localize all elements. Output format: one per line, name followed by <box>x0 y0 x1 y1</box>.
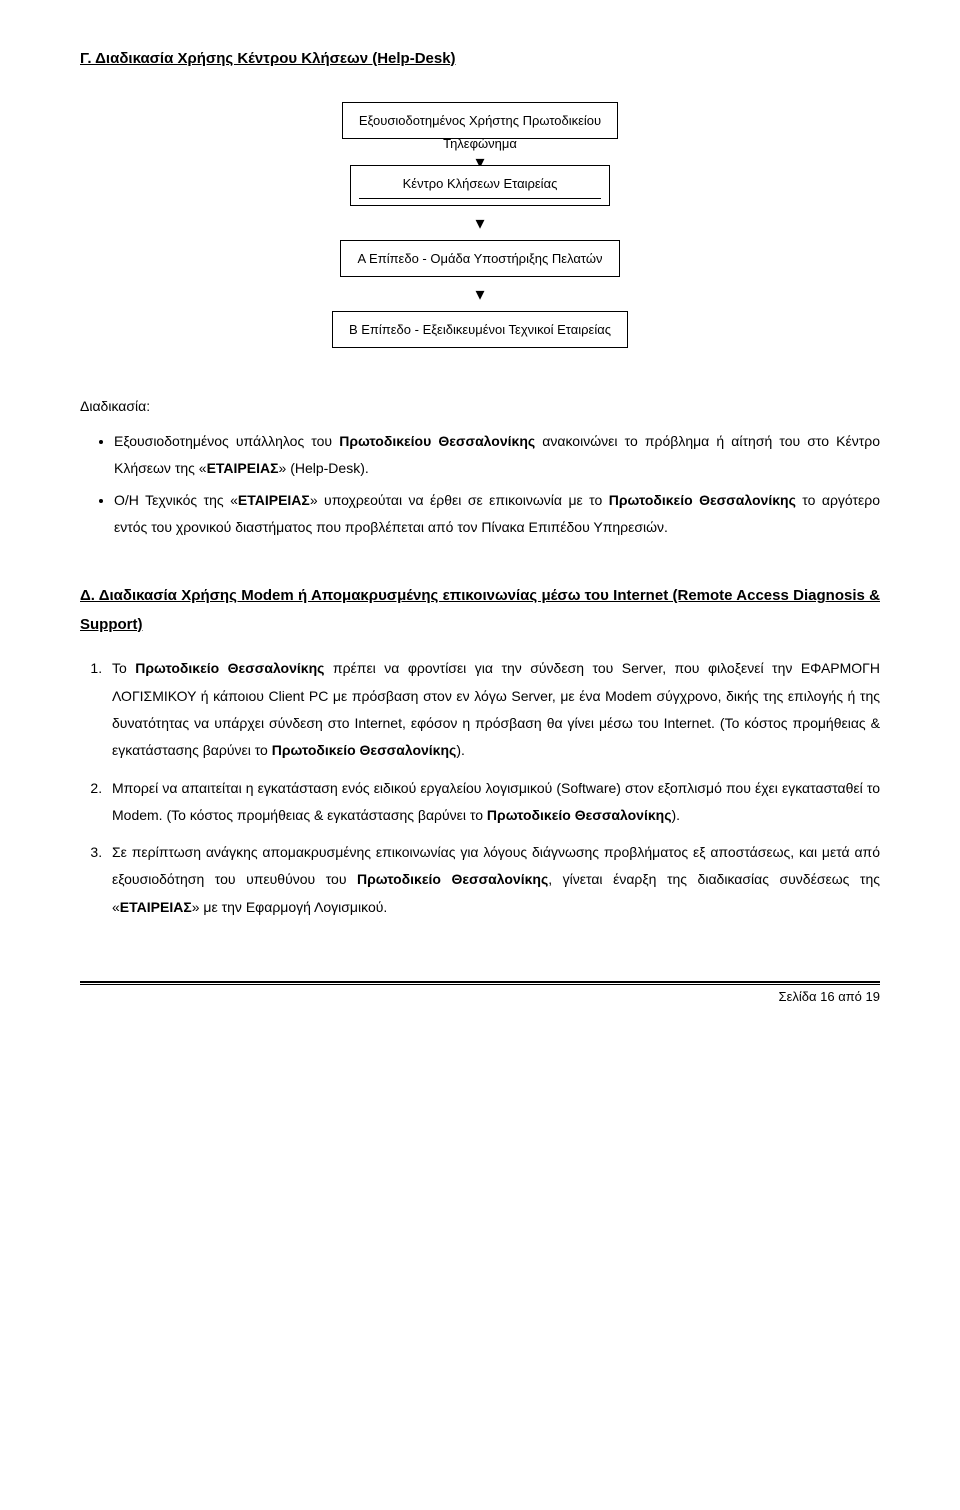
page-number: Σελίδα 16 από 19 <box>80 984 880 1004</box>
procedure-bullets: Εξουσιοδοτημένος υπάλληλος του Πρωτοδικε… <box>80 428 880 540</box>
list-item: Ο/Η Τεχνικός της «ΕΤΑΙΡΕΙΑΣ» υποχρεούται… <box>114 487 880 540</box>
text: » υποχρεούται να έρθει σε επικοινωνία με… <box>310 492 609 508</box>
text-bold: Πρωτοδικείο Θεσσαλονίκης <box>135 660 324 676</box>
flow-label-call: Τηλεφώνημα <box>443 136 517 151</box>
text: » με την Εφαρμογή Λογισμικού. <box>192 899 388 915</box>
page-footer: Σελίδα 16 από 19 <box>80 981 880 1004</box>
text: Ο/Η Τεχνικός της « <box>114 492 238 508</box>
text-bold: ΕΤΑΙΡΕΙΑΣ <box>238 492 310 508</box>
list-item: Σε περίπτωση ανάγκης απομακρυσμένης επικ… <box>106 839 880 921</box>
flow-box-user: Εξουσιοδοτημένος Χρήστης Πρωτοδικείου <box>342 102 618 139</box>
section-d-list: Το Πρωτοδικείο Θεσσαλονίκης πρέπει να φρ… <box>80 655 880 921</box>
flow-box-level-b: Β Επίπεδο - Εξειδικευμένοι Τεχνικοί Εται… <box>332 311 628 348</box>
text: ). <box>671 807 680 823</box>
text: ). <box>456 742 465 758</box>
section-c-title: Γ. Διαδικασία Χρήσης Κέντρου Κλήσεων (He… <box>80 50 880 67</box>
text: Το <box>112 660 135 676</box>
text-bold: Πρωτοδικείου Θεσσαλονίκης <box>339 433 535 449</box>
arrow-down-icon: ▾ <box>475 214 484 232</box>
flow-box-level-a: Α Επίπεδο - Ομάδα Υποστήριξης Πελατών <box>340 240 619 277</box>
list-item: Μπορεί να απαιτείται η εγκατάσταση ενός … <box>106 775 880 830</box>
list-item: Εξουσιοδοτημένος υπάλληλος του Πρωτοδικε… <box>114 428 880 481</box>
text: Εξουσιοδοτημένος υπάλληλος του <box>114 433 339 449</box>
flowchart: Εξουσιοδοτημένος Χρήστης Πρωτοδικείου Τη… <box>80 102 880 348</box>
text-bold: Πρωτοδικείο Θεσσαλονίκης <box>357 871 548 887</box>
list-item: Το Πρωτοδικείο Θεσσαλονίκης πρέπει να φρ… <box>106 655 880 764</box>
flow-box-callcenter: Κέντρο Κλήσεων Εταιρείας <box>350 165 610 206</box>
text: » (Help-Desk). <box>279 460 369 476</box>
text-bold: Πρωτοδικείο Θεσσαλονίκης <box>609 492 796 508</box>
text-bold: ΕΤΑΙΡΕΙΑΣ <box>120 899 192 915</box>
text-bold: Πρωτοδικείο Θεσσαλονίκης <box>272 742 457 758</box>
section-d-title: Δ. Διαδικασία Χρήσης Modem ή Απομακρυσμέ… <box>80 582 880 639</box>
procedure-heading: Διαδικασία: <box>80 398 880 414</box>
document-page: Γ. Διαδικασία Χρήσης Κέντρου Κλήσεων (He… <box>0 0 960 1034</box>
text-bold: ΕΤΑΙΡΕΙΑΣ <box>207 460 279 476</box>
text-bold: Πρωτοδικείο Θεσσαλονίκης <box>487 807 672 823</box>
arrow-down-icon: ▾ <box>475 285 484 303</box>
